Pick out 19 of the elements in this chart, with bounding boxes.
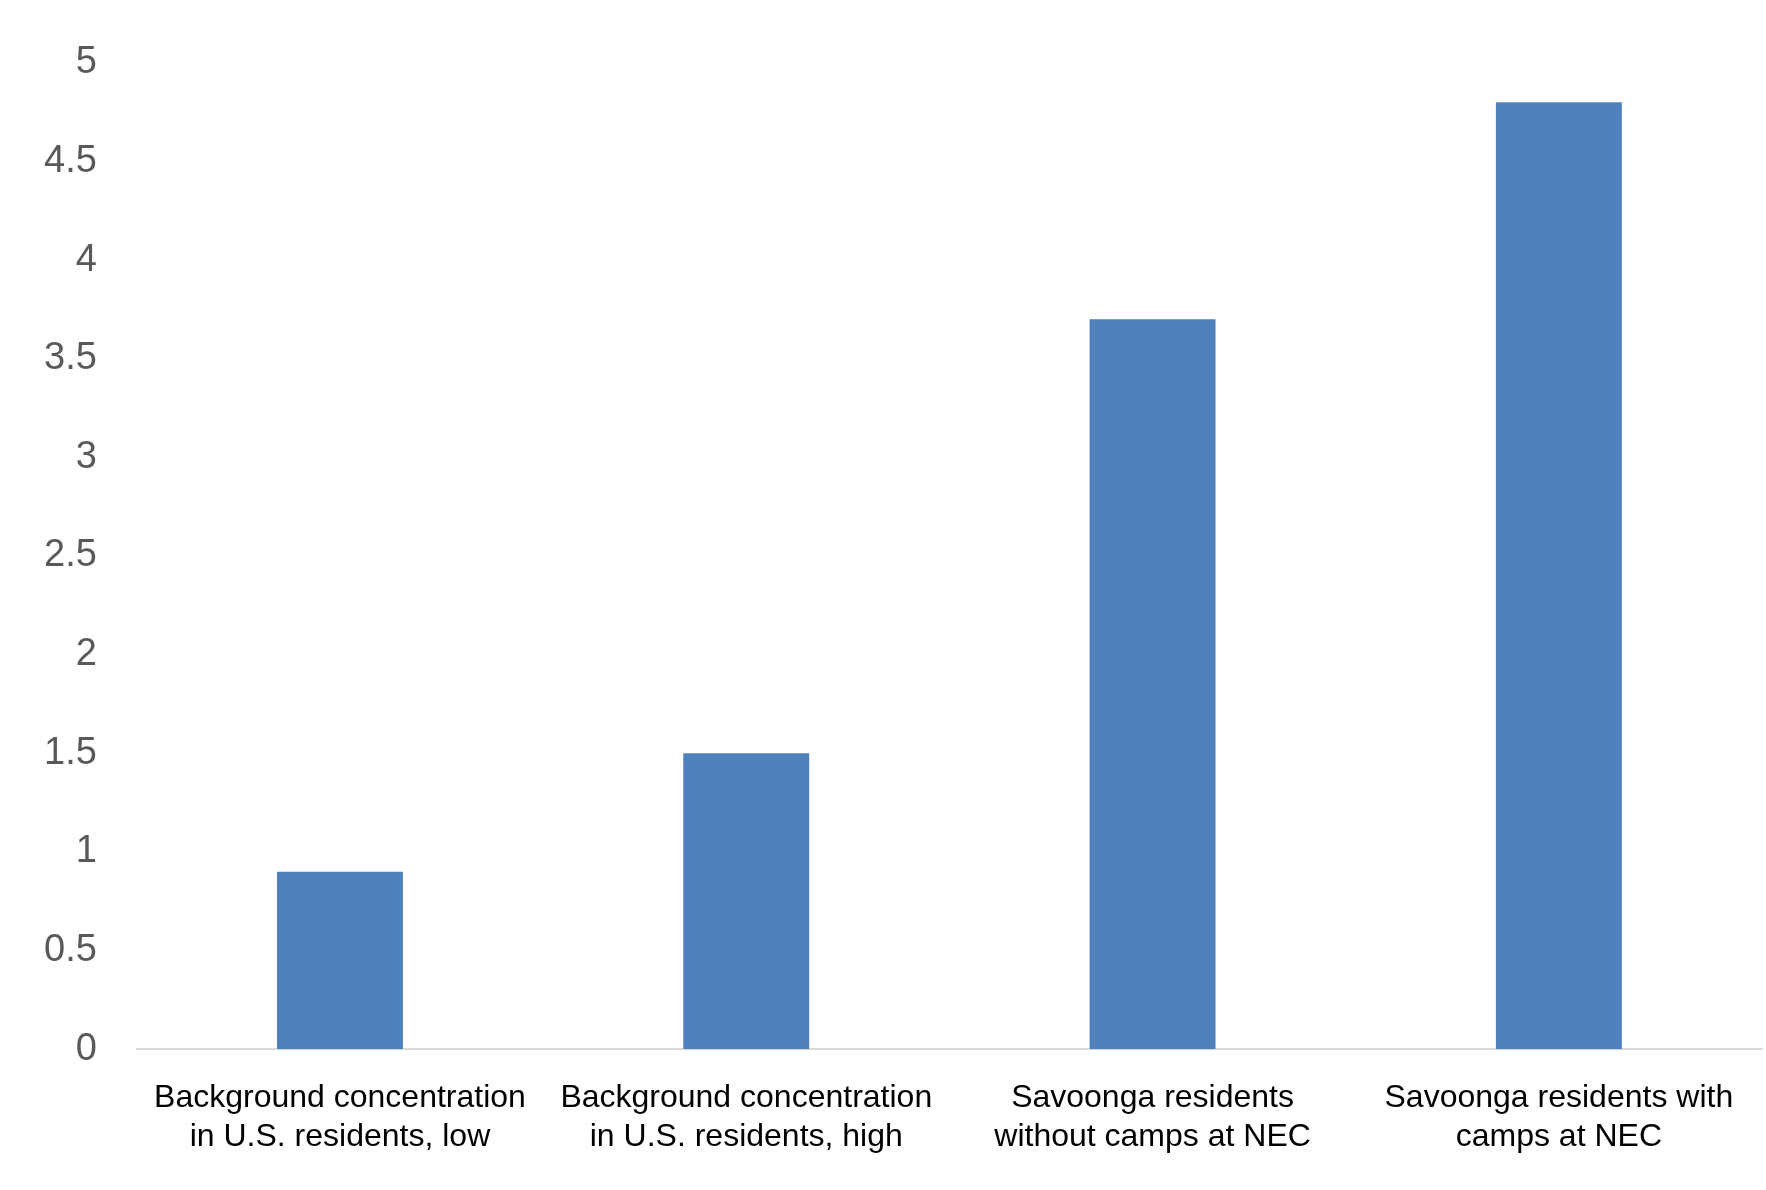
- y-tick-label: 2.5: [44, 532, 97, 575]
- bar: [1089, 319, 1216, 1050]
- x-tick-label: Background concentration in U.S. residents, high: [560, 1078, 933, 1153]
- y-tick-label: 1.5: [44, 729, 97, 772]
- y-tick-label: 3.5: [44, 335, 97, 378]
- y-tick-label: 5: [75, 39, 97, 82]
- x-tick-label: Savoonga residents with camps at NEC: [1384, 1078, 1734, 1153]
- x-tick-label: Background concentration in U.S. residents, low: [154, 1078, 526, 1153]
- bar: [683, 753, 810, 1050]
- y-tick-label: 1: [75, 828, 97, 871]
- bar: [277, 871, 403, 1050]
- y-tick-label: 0.5: [44, 927, 97, 970]
- y-tick-label: 4: [75, 236, 97, 279]
- y-tick-label: 0: [75, 1025, 97, 1068]
- x-tick-label: Savoonga residents without camps at NEC: [993, 1078, 1311, 1153]
- y-tick-label: 4.5: [44, 137, 97, 180]
- y-tick-label: 3: [75, 433, 97, 476]
- bar: [1495, 102, 1622, 1050]
- y-tick-label: 2: [75, 631, 97, 674]
